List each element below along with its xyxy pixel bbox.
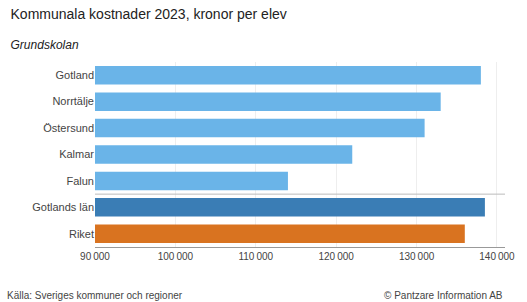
svg-text:Norrtälje: Norrtälje — [52, 95, 94, 107]
svg-text:Gotland: Gotland — [55, 69, 94, 81]
svg-text:© Pantzare Information AB: © Pantzare Information AB — [384, 290, 503, 301]
svg-text:Riket: Riket — [69, 228, 94, 240]
svg-text:130 000: 130 000 — [399, 251, 435, 262]
svg-text:Källa: Sveriges kommuner och r: Källa: Sveriges kommuner och regioner — [7, 290, 183, 301]
svg-text:140 000: 140 000 — [479, 251, 515, 262]
svg-text:100 000: 100 000 — [158, 251, 194, 262]
svg-text:Kommunala kostnader 2023, kron: Kommunala kostnader 2023, kronor per ele… — [11, 6, 287, 22]
svg-text:Östersund: Östersund — [43, 122, 94, 134]
svg-text:110 000: 110 000 — [238, 251, 273, 262]
svg-text:Kalmar: Kalmar — [59, 148, 94, 160]
svg-text:Gotlands län: Gotlands län — [32, 201, 94, 213]
svg-text:120 000: 120 000 — [318, 251, 354, 262]
svg-text:Falun: Falun — [66, 175, 94, 187]
svg-text:90 000: 90 000 — [80, 251, 110, 262]
svg-text:Grundskolan: Grundskolan — [11, 38, 79, 52]
